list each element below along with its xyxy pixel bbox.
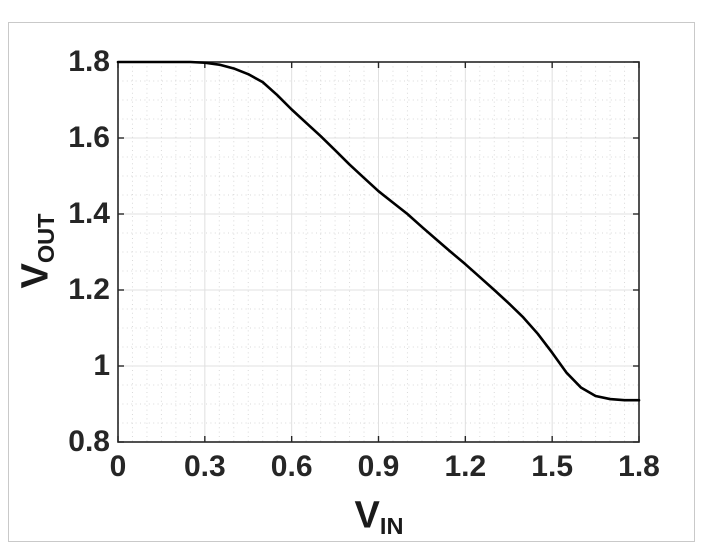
y-tick-label: 1.2 xyxy=(68,273,110,306)
x-tick-label: 0.3 xyxy=(183,450,226,483)
x-tick-label: 1.8 xyxy=(618,450,660,483)
x-tick-label: 0.9 xyxy=(357,450,400,483)
y-tick-label: 1.8 xyxy=(68,45,110,78)
y-tick-label: 1.4 xyxy=(68,197,110,230)
y-axis-label: VOUT xyxy=(14,213,60,289)
x-tick-label: 1.5 xyxy=(531,450,574,483)
x-axis-label-main: V xyxy=(354,494,380,537)
y-axis-label-main: V xyxy=(14,263,57,289)
figure-frame xyxy=(8,22,695,542)
x-tick-label: 1.2 xyxy=(444,450,487,483)
x-axis-label-sub: IN xyxy=(379,513,404,540)
x-tick-label: 0.6 xyxy=(270,450,313,483)
x-tick-label: 0 xyxy=(109,450,127,483)
x-axis-label: VIN xyxy=(355,495,404,538)
y-axis-label-sub: OUT xyxy=(33,213,60,264)
y-tick-label: 1 xyxy=(93,349,110,382)
y-tick-label: 0.8 xyxy=(68,425,110,458)
y-tick-label: 1.6 xyxy=(68,121,110,154)
